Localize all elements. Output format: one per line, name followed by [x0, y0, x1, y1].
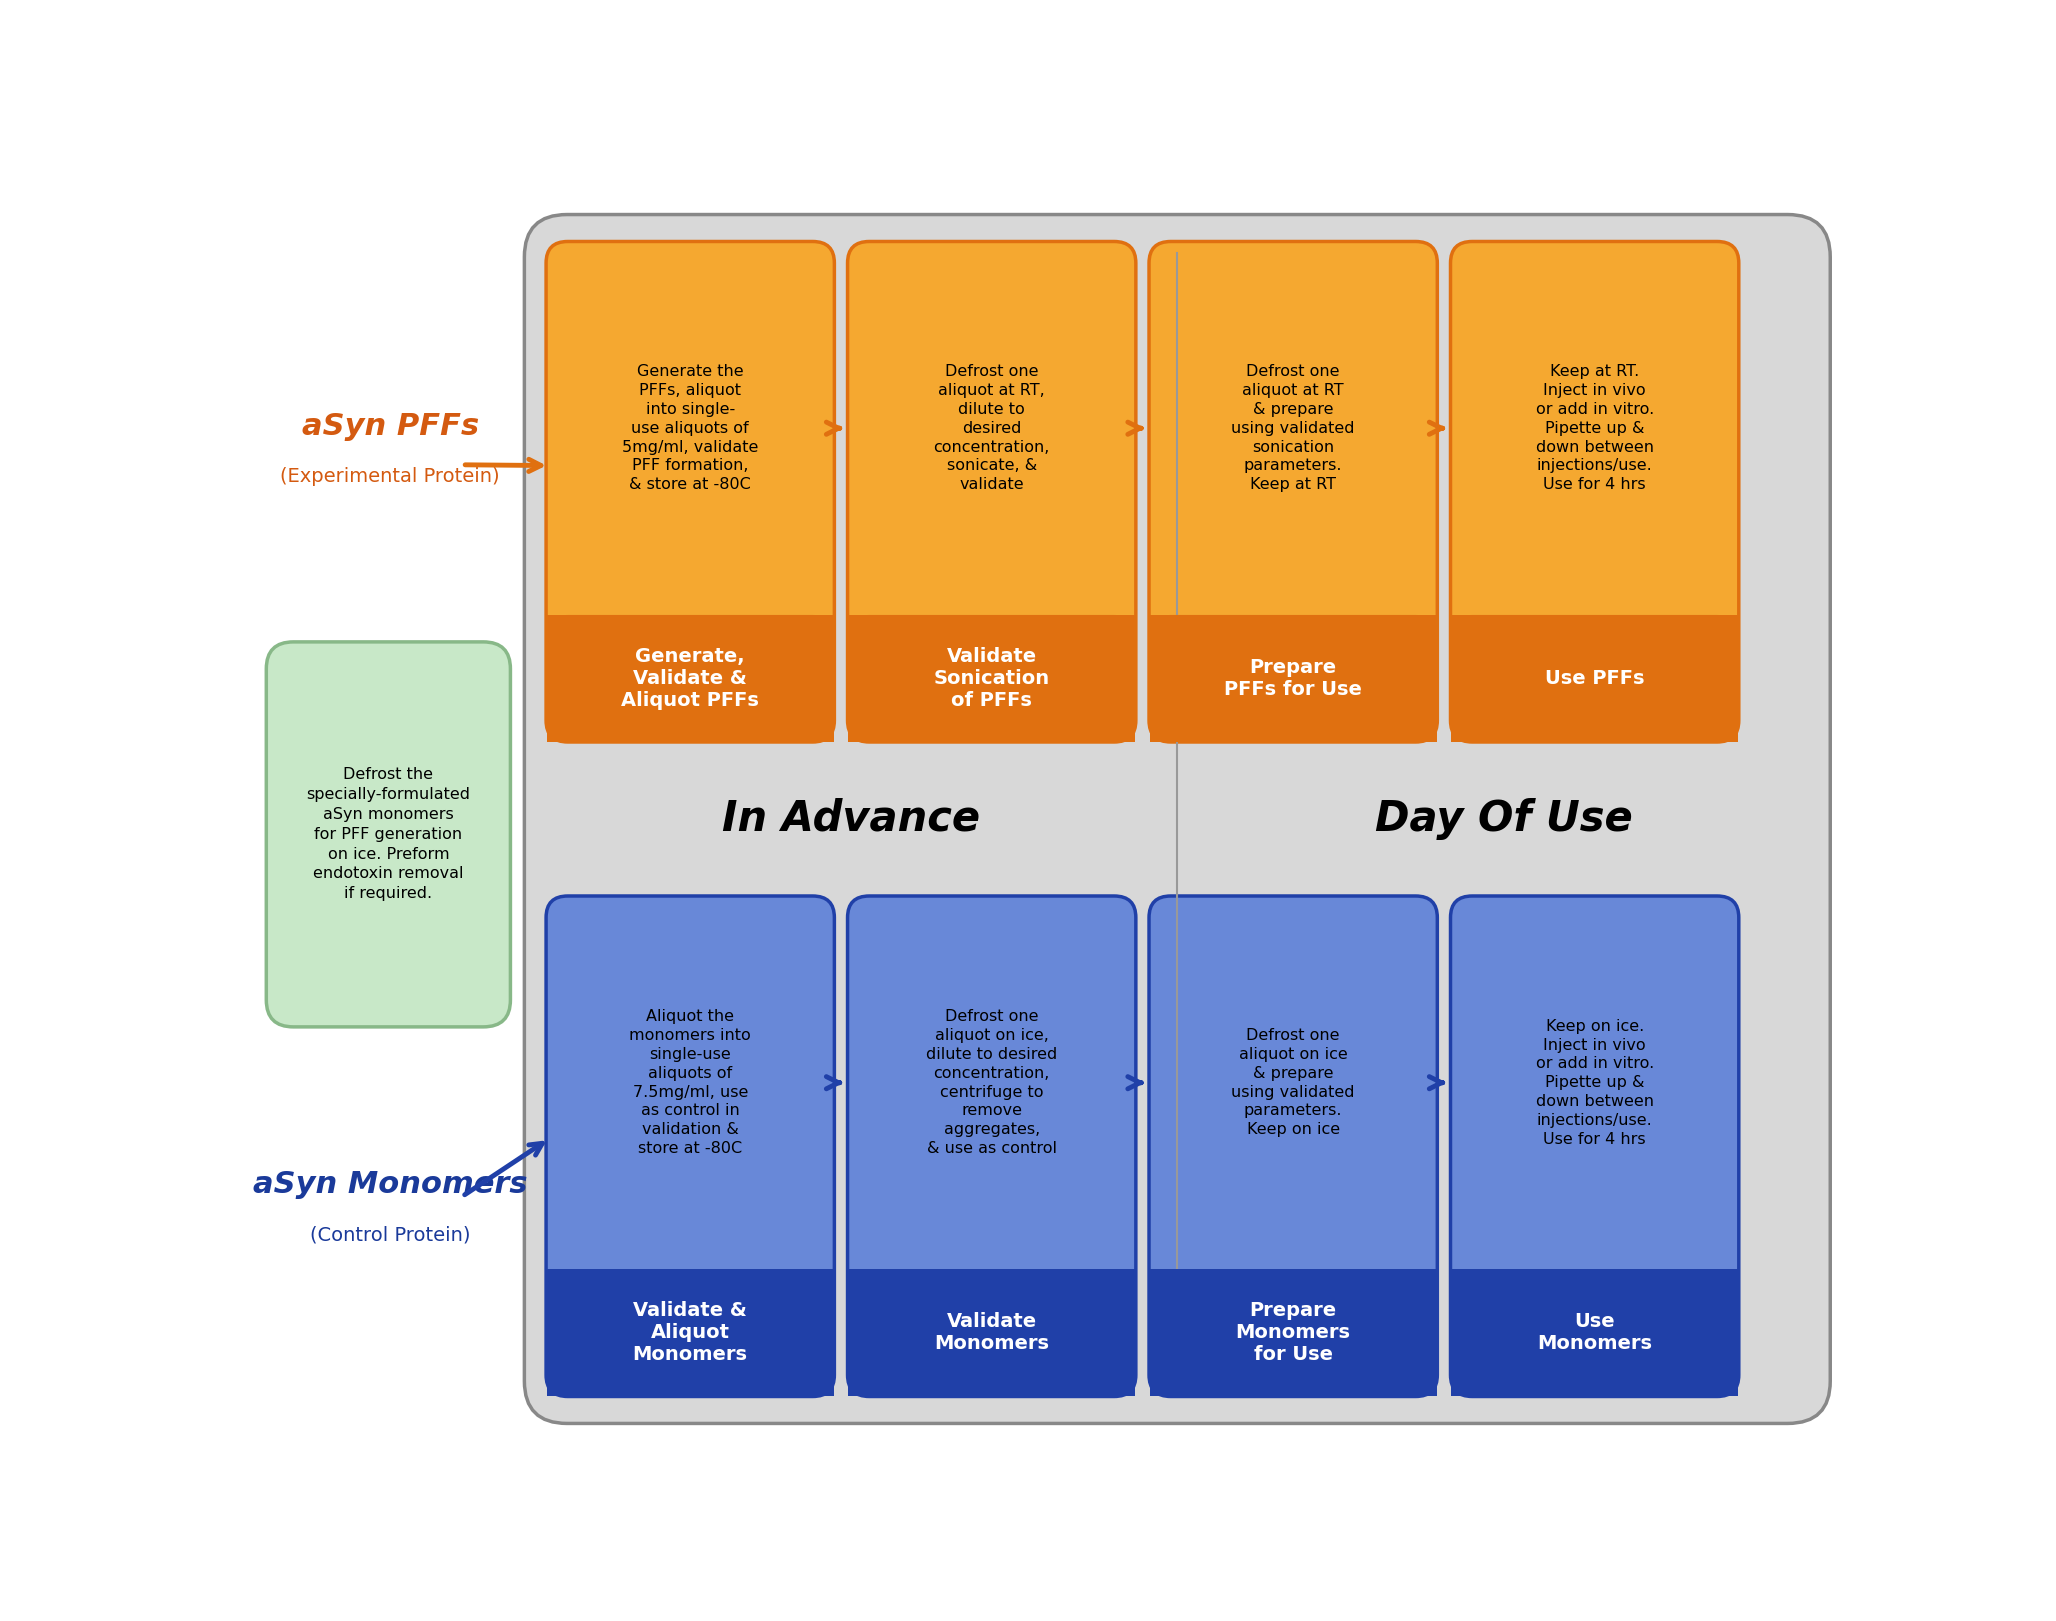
- FancyBboxPatch shape: [1149, 1269, 1437, 1396]
- Text: Keep at RT.
Inject in vivo
or add in vitro.
Pipette up &
down between
injections: Keep at RT. Inject in vivo or add in vit…: [1536, 365, 1653, 493]
- FancyBboxPatch shape: [1449, 614, 1739, 742]
- Text: Validate
Sonication
of PFFs: Validate Sonication of PFFs: [933, 647, 1051, 710]
- FancyBboxPatch shape: [547, 242, 835, 742]
- Text: Defrost one
aliquot on ice
& prepare
using validated
parameters.
Keep on ice: Defrost one aliquot on ice & prepare usi…: [1232, 1028, 1355, 1138]
- Bar: [547, 614, 833, 742]
- Bar: [1452, 614, 1737, 720]
- FancyBboxPatch shape: [1449, 896, 1739, 1396]
- FancyBboxPatch shape: [847, 1269, 1135, 1396]
- Text: Prepare
Monomers
for Use: Prepare Monomers for Use: [1236, 1302, 1351, 1365]
- FancyBboxPatch shape: [524, 214, 1830, 1423]
- Bar: [849, 1269, 1135, 1396]
- Bar: [1149, 614, 1437, 720]
- Bar: [1149, 1290, 1437, 1396]
- Text: Use PFFs: Use PFFs: [1544, 669, 1645, 687]
- Text: Prepare
PFFs for Use: Prepare PFFs for Use: [1223, 658, 1363, 699]
- Text: In Advance: In Advance: [722, 798, 981, 840]
- Text: (Control Protein): (Control Protein): [310, 1225, 471, 1245]
- FancyBboxPatch shape: [547, 1269, 835, 1396]
- Text: aSyn PFFs: aSyn PFFs: [302, 412, 479, 441]
- FancyBboxPatch shape: [547, 614, 835, 742]
- Bar: [849, 614, 1135, 720]
- FancyBboxPatch shape: [847, 614, 1135, 742]
- Text: Defrost one
aliquot at RT
& prepare
using validated
sonication
parameters.
Keep : Defrost one aliquot at RT & prepare usin…: [1232, 365, 1355, 493]
- Bar: [849, 614, 1135, 742]
- Bar: [1452, 1269, 1737, 1396]
- Text: Generate,
Validate &
Aliquot PFFs: Generate, Validate & Aliquot PFFs: [621, 647, 759, 710]
- FancyBboxPatch shape: [847, 242, 1135, 742]
- Bar: [849, 1290, 1135, 1396]
- FancyBboxPatch shape: [547, 896, 835, 1396]
- FancyBboxPatch shape: [267, 642, 510, 1026]
- Text: Defrost the
specially-formulated
aSyn monomers
for PFF generation
on ice. Prefor: Defrost the specially-formulated aSyn mo…: [306, 767, 471, 901]
- Text: Aliquot the
monomers into
single-use
aliquots of
7.5mg/ml, use
as control in
val: Aliquot the monomers into single-use ali…: [629, 1010, 750, 1156]
- Text: Use
Monomers: Use Monomers: [1538, 1313, 1653, 1354]
- Bar: [547, 1269, 833, 1396]
- Bar: [1452, 614, 1737, 742]
- FancyBboxPatch shape: [847, 896, 1135, 1396]
- Text: Day Of Use: Day Of Use: [1375, 798, 1632, 840]
- Bar: [547, 614, 833, 720]
- Text: Defrost one
aliquot at RT,
dilute to
desired
concentration,
sonicate, &
validate: Defrost one aliquot at RT, dilute to des…: [933, 365, 1051, 493]
- Text: (Experimental Protein): (Experimental Protein): [280, 467, 500, 486]
- Bar: [547, 1290, 833, 1396]
- Text: Generate the
PFFs, aliquot
into single-
use aliquots of
5mg/ml, validate
PFF for: Generate the PFFs, aliquot into single- …: [623, 365, 759, 493]
- FancyBboxPatch shape: [1449, 242, 1739, 742]
- Text: Validate &
Aliquot
Monomers: Validate & Aliquot Monomers: [633, 1302, 748, 1365]
- Bar: [1452, 1290, 1737, 1396]
- FancyBboxPatch shape: [1149, 614, 1437, 742]
- Text: Validate
Monomers: Validate Monomers: [933, 1313, 1049, 1354]
- FancyBboxPatch shape: [1449, 1269, 1739, 1396]
- Bar: [1149, 614, 1437, 742]
- Text: Defrost one
aliquot on ice,
dilute to desired
concentration,
centrifuge to
remov: Defrost one aliquot on ice, dilute to de…: [925, 1010, 1057, 1156]
- FancyBboxPatch shape: [1149, 896, 1437, 1396]
- Text: Keep on ice.
Inject in vivo
or add in vitro.
Pipette up &
down between
injection: Keep on ice. Inject in vivo or add in vi…: [1536, 1018, 1653, 1146]
- Bar: [1149, 1269, 1437, 1396]
- Text: aSyn Monomers: aSyn Monomers: [253, 1170, 528, 1200]
- FancyBboxPatch shape: [1149, 242, 1437, 742]
